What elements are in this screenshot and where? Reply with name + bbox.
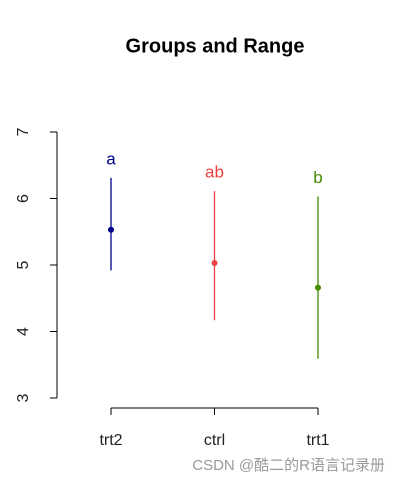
- y-tick-label: 6: [15, 194, 32, 203]
- group-letter: ab: [205, 163, 224, 182]
- y-tick-label: 5: [15, 260, 32, 269]
- mean-point: [108, 226, 114, 233]
- mean-point: [211, 260, 218, 267]
- x-tick-label: trt2: [99, 432, 122, 449]
- y-tick-label: 7: [15, 127, 32, 136]
- chart-title: Groups and Range: [126, 35, 305, 57]
- group-letter: a: [106, 149, 116, 168]
- y-tick-label: 4: [15, 327, 32, 336]
- x-tick-label: trt1: [306, 432, 329, 449]
- x-tick-label: ctrl: [204, 432, 225, 449]
- watermark: CSDN @酷二的R语言记录册: [192, 457, 385, 474]
- y-tick-label: 3: [15, 393, 32, 402]
- group-letter: b: [313, 168, 322, 187]
- mean-point: [315, 284, 321, 291]
